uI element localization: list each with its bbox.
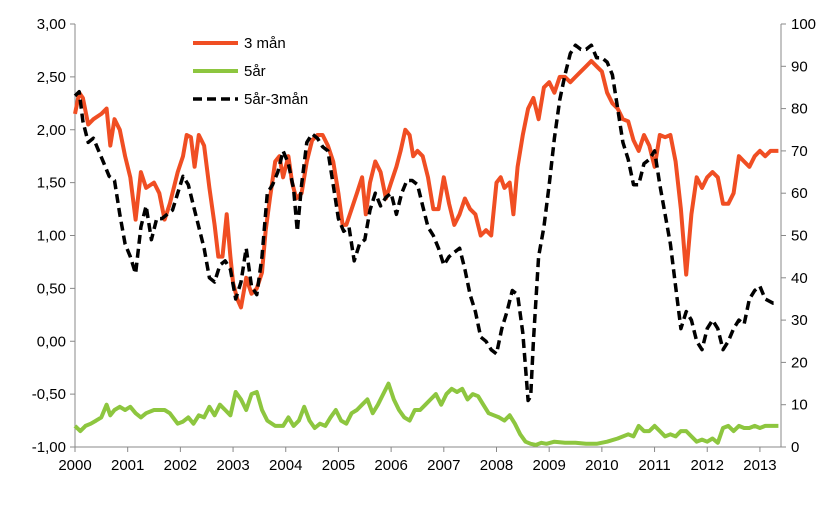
left-tick-label: 1,00 <box>37 228 66 245</box>
x-tick-label: 2001 <box>111 457 144 474</box>
legend-entry-3-man: 3 mån <box>193 35 286 52</box>
x-tick-label: 2011 <box>638 457 670 474</box>
x-tick-label: 2013 <box>743 457 776 474</box>
right-tick-label: 0 <box>791 439 799 456</box>
x-tick-label: 2000 <box>58 457 91 474</box>
left-tick-label: 2,50 <box>37 69 66 86</box>
right-tick-label: 40 <box>791 270 808 287</box>
right-tick-label: 50 <box>791 228 808 245</box>
plot-area: -1,00 -0,50 0,00 0,50 1,00 1,50 2,00 2,50 3,00 0… <box>32 16 816 474</box>
right-tick-label: 70 <box>791 143 808 160</box>
left-tick-label: 0,00 <box>37 333 66 350</box>
legend-label-3-man: 3 mån <box>244 35 286 52</box>
legend-label-5ar: 5år <box>244 63 266 80</box>
x-tick-label: 2010 <box>585 457 618 474</box>
right-tick-label: 10 <box>791 397 808 414</box>
x-tick-label: 2003 <box>216 457 249 474</box>
x-tick-label: 2005 <box>322 457 355 474</box>
right-y-axis: 0 10 20 30 40 50 60 70 80 90 100 <box>780 16 816 456</box>
legend-entry-5ar-3man: 5år-3mån <box>193 91 308 108</box>
series-line-5ar-3man <box>73 43 779 403</box>
series-line-5ar <box>73 381 779 447</box>
left-tick-label: 3,00 <box>37 16 66 33</box>
right-tick-label: 30 <box>791 312 808 329</box>
x-axis: 2000 2001 2002 2003 2004 2005 2006 2007 2008 2009… <box>58 446 781 474</box>
left-tick-label: -0,50 <box>32 386 66 403</box>
x-tick-label: 2009 <box>532 457 565 474</box>
x-tick-label: 2007 <box>427 457 460 474</box>
series-layer <box>73 43 779 447</box>
x-tick-label: 2004 <box>269 457 302 474</box>
left-y-axis: -1,00 -0,50 0,00 0,50 1,00 1,50 2,00 2,50 3,00 <box>32 16 76 456</box>
right-tick-label: 60 <box>791 185 808 202</box>
legend-entry-5ar: 5år <box>193 63 266 80</box>
right-tick-label: 80 <box>791 101 808 118</box>
x-tick-label: 2002 <box>164 457 197 474</box>
right-tick-label: 100 <box>791 16 816 33</box>
left-tick-label: 2,00 <box>37 122 66 139</box>
legend-label-5ar-3man: 5år-3mån <box>244 91 308 108</box>
left-tick-label: 0,50 <box>37 280 66 297</box>
right-tick-label: 20 <box>791 354 808 371</box>
series-line-3-man <box>73 59 779 310</box>
left-tick-label: -1,00 <box>32 439 66 456</box>
x-tick-label: 2006 <box>374 457 407 474</box>
x-tick-label: 2008 <box>480 457 513 474</box>
left-tick-label: 1,50 <box>37 175 66 192</box>
legend: 3 mån 5år 5år-3mån <box>193 35 308 108</box>
x-tick-label: 2012 <box>691 457 724 474</box>
right-tick-label: 90 <box>791 58 808 75</box>
